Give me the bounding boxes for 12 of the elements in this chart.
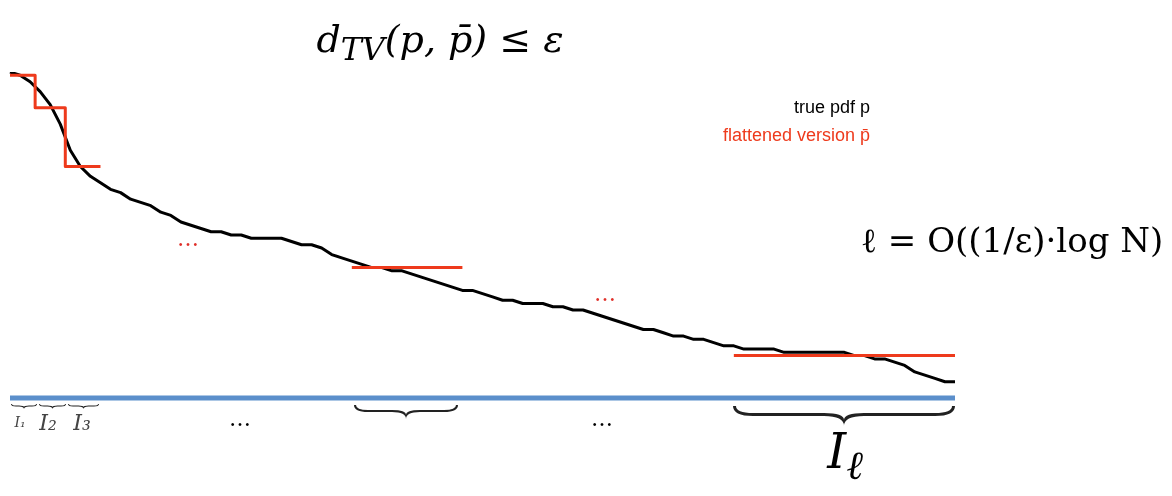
- text: I$_{ℓ}$: [827, 423, 863, 489]
- annotation: ℓ = O((1/ε)·log N): [860, 220, 1164, 260]
- annotation: …: [177, 225, 199, 251]
- annotation: …: [594, 280, 616, 306]
- text: I₃: [73, 409, 91, 435]
- text: I₂: [39, 409, 57, 435]
- text: true pdf p: [793, 96, 870, 117]
- text: flattened version p̄: [722, 124, 870, 145]
- text: …: [591, 405, 613, 431]
- text: I₁: [14, 414, 26, 430]
- text: …: [229, 405, 251, 431]
- chart-title: d$_{TV}$(p, p̄) ≤ ε: [316, 16, 564, 68]
